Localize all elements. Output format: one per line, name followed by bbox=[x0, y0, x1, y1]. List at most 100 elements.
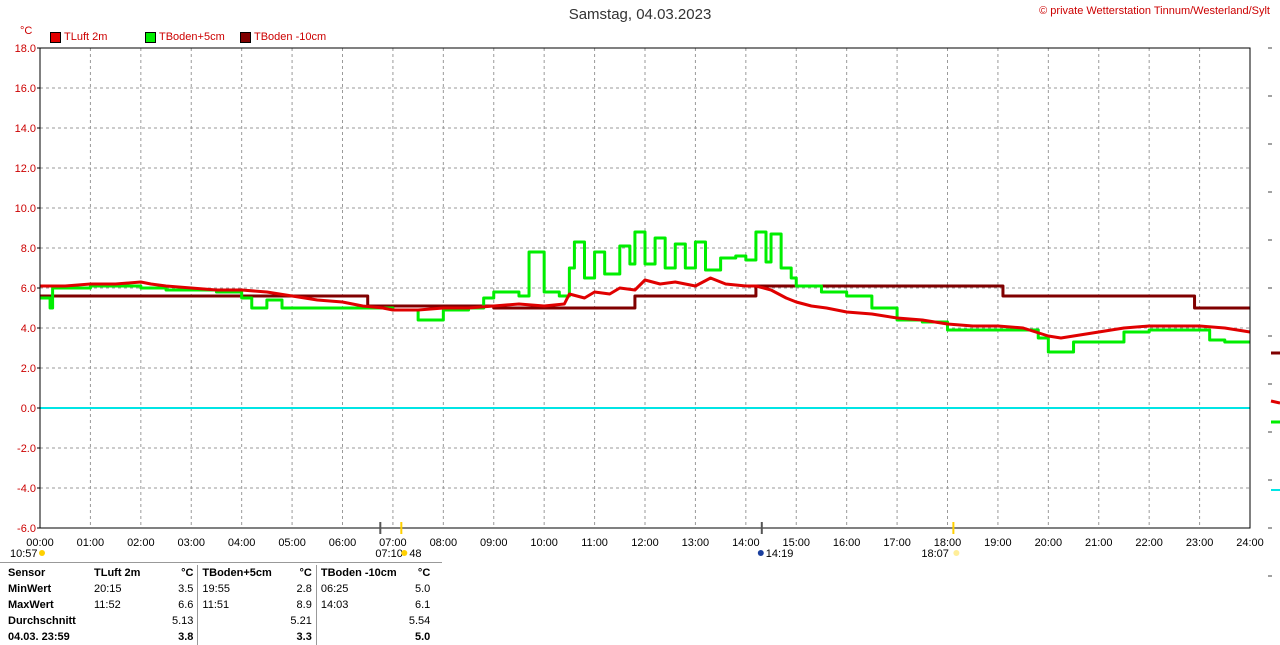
series-line-1 bbox=[40, 230, 1250, 354]
stats-header-cell: Sensor bbox=[8, 567, 46, 579]
chart-series bbox=[40, 230, 1251, 354]
stats-cell: 20:15 bbox=[94, 583, 122, 595]
x-tick-label: 00:00 bbox=[26, 537, 54, 549]
sun-time-label: 18:07 bbox=[921, 548, 949, 560]
y-tick-label: 10.0 bbox=[15, 203, 36, 215]
y-tick-label: 12.0 bbox=[15, 163, 36, 175]
y-tick-label: 8.0 bbox=[21, 243, 36, 255]
right-edge-markers bbox=[1268, 47, 1280, 577]
x-tick-label: 23:00 bbox=[1186, 537, 1214, 549]
y-tick-label: 4.0 bbox=[21, 323, 36, 335]
stats-cell bbox=[90, 613, 168, 629]
x-tick-label: 22:00 bbox=[1135, 537, 1163, 549]
right-marker-tluft bbox=[1270, 399, 1280, 405]
stats-cell: 5.54 bbox=[408, 615, 431, 627]
stats-cell bbox=[90, 629, 168, 645]
y-tick-label: -4.0 bbox=[17, 483, 36, 495]
copyright-text: © private Wetterstation Tinnum/Westerlan… bbox=[1039, 5, 1270, 17]
stats-cell: MaxWert bbox=[8, 599, 54, 611]
x-tick-label: 02:00 bbox=[127, 537, 155, 549]
stats-cell: 19:55 bbox=[197, 581, 287, 597]
stats-cell: 3.8 bbox=[178, 631, 194, 643]
x-tick-label: 04:00 bbox=[228, 537, 256, 549]
stats-cell: 14:03 bbox=[315, 597, 405, 613]
stats-cell: 2.8 bbox=[296, 583, 312, 595]
x-tick-label: 16:00 bbox=[833, 537, 861, 549]
x-tick-label: 03:00 bbox=[177, 537, 205, 549]
x-tick-label: 08:00 bbox=[430, 537, 458, 549]
legend-swatch bbox=[145, 31, 156, 43]
stats-row-current: 04.03. 23:59 3.8 3.3 5.0 bbox=[4, 629, 434, 645]
stats-cell: 06:25 bbox=[315, 581, 405, 597]
y-tick-label: 6.0 bbox=[21, 283, 36, 295]
legend-item-tluft: TLuft 2m bbox=[50, 31, 107, 43]
stats-cell: 6.1 bbox=[414, 599, 431, 611]
stats-table: Sensor TLuft 2m °C TBoden+5cm °C TBoden … bbox=[4, 565, 434, 645]
legend-label: TBoden+5cm bbox=[159, 31, 225, 43]
x-tick-label: 01:00 bbox=[77, 537, 105, 549]
sun-time-label: 14:19 bbox=[766, 548, 794, 560]
stats-header-cell: TBoden -10cm bbox=[315, 565, 405, 581]
y-tick-labels: 18.0 16.0 14.0 12.0 10.0 8.0 6.0 4.0 2.0 0.0 -2.0 -… bbox=[15, 43, 40, 535]
stats-cell bbox=[315, 629, 405, 645]
stats-cell: 11:52 bbox=[94, 599, 121, 611]
x-tick-label: 17:00 bbox=[883, 537, 911, 549]
x-tick-label: 15:00 bbox=[782, 537, 810, 549]
stats-cell: 5.21 bbox=[290, 615, 312, 627]
legend-item-tboden5: TBoden+5cm bbox=[145, 31, 225, 43]
stats-cell: 5.13 bbox=[172, 615, 194, 627]
sun-icon bbox=[757, 550, 764, 556]
sun-time-label: 48 bbox=[409, 548, 421, 560]
stats-cell: 5.0 bbox=[414, 631, 431, 643]
sun-icon bbox=[39, 550, 45, 556]
stats-cell bbox=[197, 613, 287, 629]
stats-row-min: MinWert 20:15 3.5 19:55 2.8 06:25 5.0 bbox=[4, 581, 434, 597]
y-tick-label: -2.0 bbox=[17, 443, 36, 455]
x-tick-label: 19:00 bbox=[984, 537, 1012, 549]
x-tick-label: 12:00 bbox=[631, 537, 659, 549]
x-tick-label: 05:00 bbox=[278, 537, 306, 549]
x-tick-label: 09:00 bbox=[480, 537, 508, 549]
x-tick-label: 10:00 bbox=[530, 537, 558, 549]
sun-time-label: 07:10 bbox=[375, 548, 403, 560]
chart-grid bbox=[39, 47, 1251, 529]
x-tick-label: 24:00 bbox=[1236, 537, 1264, 549]
legend-label: TLuft 2m bbox=[64, 31, 108, 43]
y-tick-label: 16.0 bbox=[15, 83, 36, 95]
legend-item-tboden10: TBoden -10cm bbox=[240, 31, 326, 43]
legend-swatch bbox=[50, 31, 61, 43]
stats-row-avg: Durchschnitt 5.13 5.21 5.54 bbox=[4, 613, 434, 629]
stats-header-cell: °C bbox=[417, 567, 431, 579]
sun-icon bbox=[401, 550, 408, 556]
stats-cell: 11:51 bbox=[197, 597, 287, 613]
legend-label: TBoden -10cm bbox=[254, 31, 327, 43]
series-line-0 bbox=[40, 276, 1251, 340]
stats-cell: 8.9 bbox=[296, 599, 312, 611]
stats-cell bbox=[197, 629, 287, 645]
y-tick-label: 14.0 bbox=[15, 123, 36, 135]
stats-cell: 04.03. 23:59 bbox=[8, 631, 70, 643]
stats-top-border bbox=[0, 562, 442, 563]
x-tick-label: 06:00 bbox=[329, 537, 357, 549]
stats-row-max: MaxWert 11:52 6.6 11:51 8.9 14:03 6.1 bbox=[4, 597, 434, 613]
stats-cell: MinWert bbox=[8, 583, 52, 595]
x-tick-label: 18:00 bbox=[934, 537, 962, 549]
x-tick-label: 07:00 bbox=[379, 537, 407, 549]
stats-cell: Durchschnitt bbox=[8, 615, 76, 627]
stats-header-cell: TBoden+5cm bbox=[197, 565, 287, 581]
y-tick-label: -6.0 bbox=[17, 523, 36, 535]
sun-icon bbox=[953, 550, 960, 556]
stats-cell: 6.6 bbox=[178, 599, 194, 611]
x-tick-label: 20:00 bbox=[1035, 537, 1063, 549]
stats-header-cell: TLuft 2m bbox=[94, 567, 141, 579]
x-tick-label: 14:00 bbox=[732, 537, 760, 549]
x-tick-label: 13:00 bbox=[682, 537, 710, 549]
stats-cell: 5.0 bbox=[414, 583, 431, 595]
stats-cell bbox=[315, 613, 405, 629]
x-tick-label: 11:00 bbox=[581, 537, 608, 549]
x-tick-label: 21:00 bbox=[1085, 537, 1113, 549]
series-line-2 bbox=[40, 284, 1250, 310]
sun-time-label: 10:57 bbox=[10, 548, 38, 560]
stats-header-cell: °C bbox=[299, 567, 312, 579]
